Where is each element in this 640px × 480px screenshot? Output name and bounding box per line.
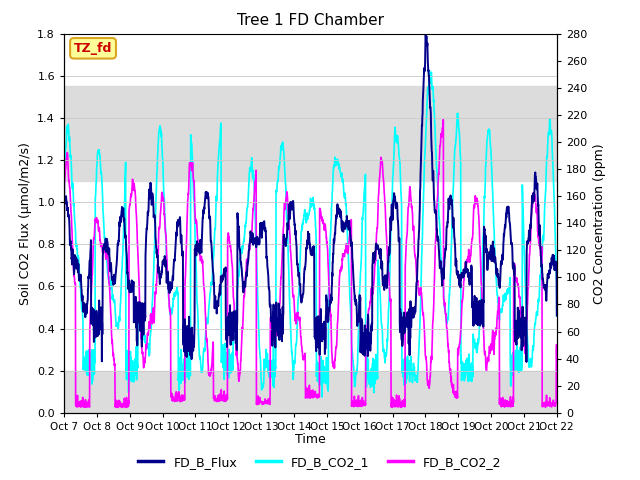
Y-axis label: Soil CO2 Flux (μmol/m2/s): Soil CO2 Flux (μmol/m2/s) [19,142,31,305]
Bar [64,86,557,181]
Title: Tree 1 FD Chamber: Tree 1 FD Chamber [237,13,384,28]
Text: TZ_fd: TZ_fd [74,42,112,55]
X-axis label: Time: Time [295,433,326,446]
Y-axis label: CO2 Concentration (ppm): CO2 Concentration (ppm) [593,143,605,303]
Bar [64,371,557,413]
Legend: FD_B_Flux, FD_B_CO2_1, FD_B_CO2_2: FD_B_Flux, FD_B_CO2_1, FD_B_CO2_2 [133,451,507,474]
